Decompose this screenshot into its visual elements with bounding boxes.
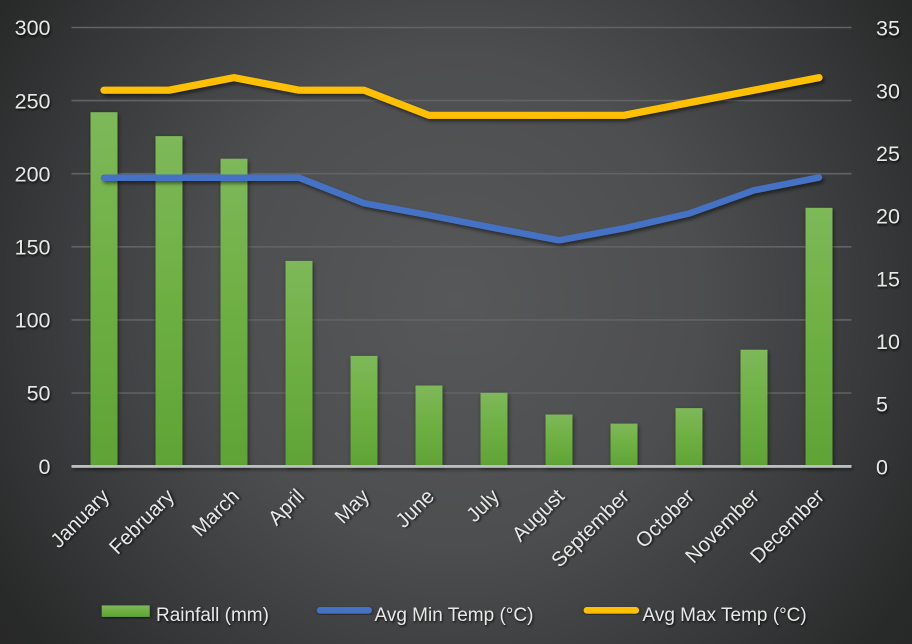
svg-text:0: 0 (876, 455, 888, 479)
svg-text:300: 300 (15, 16, 51, 40)
svg-text:35: 35 (876, 17, 900, 41)
svg-text:Avg Max Temp (°C): Avg Max Temp (°C) (643, 605, 807, 626)
svg-text:150: 150 (15, 236, 51, 260)
svg-text:50: 50 (27, 382, 51, 406)
svg-text:30: 30 (876, 79, 900, 103)
svg-text:Avg Min Temp (°C): Avg Min Temp (°C) (375, 605, 534, 626)
svg-text:100: 100 (15, 309, 51, 333)
svg-text:15: 15 (876, 267, 900, 291)
svg-text:250: 250 (15, 89, 51, 113)
svg-text:0: 0 (39, 455, 51, 479)
svg-text:25: 25 (876, 142, 900, 166)
svg-text:5: 5 (876, 393, 888, 417)
svg-text:Rainfall (mm): Rainfall (mm) (156, 605, 269, 626)
svg-text:20: 20 (876, 205, 900, 229)
svg-text:200: 200 (15, 162, 51, 186)
svg-text:10: 10 (876, 330, 900, 354)
